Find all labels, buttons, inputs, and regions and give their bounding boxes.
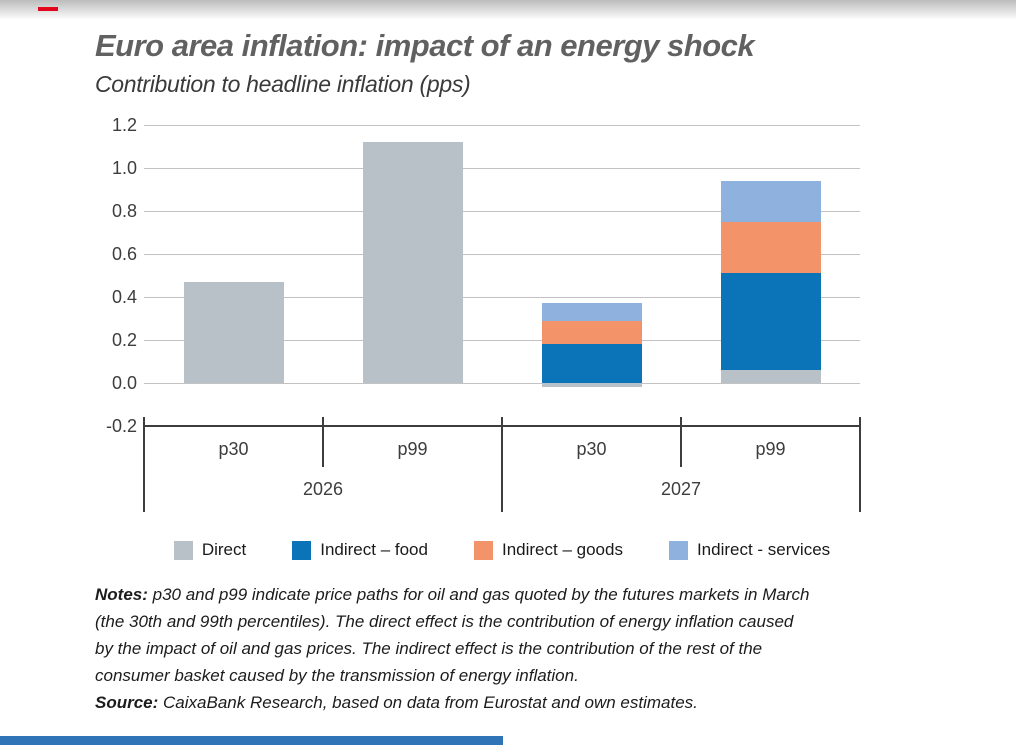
- bar-segment: [720, 370, 821, 383]
- gridline: [144, 253, 860, 255]
- y-axis-tick-label: 0.8: [111, 201, 137, 221]
- x-axis-group-label: 2026: [302, 479, 344, 499]
- red-accent-dash: [38, 7, 58, 11]
- source-label: Source:: [95, 693, 159, 712]
- x-axis-minor-tick: [680, 417, 682, 467]
- chart-subtitle: Contribution to headline inflation (pps): [95, 71, 471, 97]
- legend-item: Direct: [173, 540, 247, 560]
- gridline: [144, 124, 860, 126]
- bar-segment: [720, 180, 821, 222]
- bar-segment: [720, 221, 821, 274]
- y-axis-tick-label: 0.2: [111, 330, 137, 350]
- legend-item: Indirect - services: [668, 540, 831, 560]
- x-axis-major-tick: [501, 417, 503, 512]
- source-line: Source: CaixaBank Research, based on dat…: [95, 689, 925, 716]
- notes-line: (the 30th and 99th percentiles). The dir…: [95, 612, 794, 631]
- gridline: [144, 382, 860, 384]
- legend-item: Indirect – goods: [473, 540, 623, 560]
- x-axis-group-label: 2027: [660, 479, 702, 499]
- y-axis-tick-label: 0.4: [111, 287, 137, 307]
- y-axis-tick-label: 0.0: [111, 373, 137, 393]
- bar-segment: [541, 303, 642, 321]
- x-axis-major-tick: [859, 417, 861, 512]
- x-axis-category-label: p30: [218, 439, 249, 459]
- x-axis-major-tick: [143, 417, 145, 512]
- y-axis-tick-label: 1.2: [111, 115, 137, 135]
- bar-segment: [183, 281, 284, 383]
- source-text: CaixaBank Research, based on data from E…: [163, 693, 698, 712]
- legend-swatch-icon: [668, 540, 688, 560]
- bar-segment: [541, 320, 642, 345]
- chart-plot-area: 1.2 1.0 0.8 0.6 0.4 0.2 0.0 -0.2 p30 p99 p30 p99 202…: [0, 116, 1016, 525]
- bar-segment: [541, 344, 642, 383]
- footer-blue-band: [0, 736, 503, 745]
- y-axis-tick-label: 0.6: [111, 244, 137, 264]
- notes-label: Notes:: [95, 585, 148, 604]
- bar-segment: [541, 383, 642, 388]
- chart-notes: Notes: p30 and p99 indicate price paths …: [95, 581, 925, 716]
- notes-line: Notes: p30 and p99 indicate price paths …: [95, 581, 925, 608]
- legend-label: Direct: [201, 540, 247, 559]
- x-axis-category-label: p99: [755, 439, 786, 459]
- legend-swatch-icon: [292, 540, 312, 560]
- bar-segment: [720, 273, 821, 371]
- legend-swatch-icon: [473, 540, 493, 560]
- notes-line: consumer basket caused by the transmissi…: [95, 666, 579, 685]
- notes-text: p30 and p99 indicate price paths for oil…: [152, 585, 810, 604]
- gridline: [144, 296, 860, 298]
- legend-label: Indirect - services: [696, 540, 831, 559]
- legend-label: Indirect – food: [320, 540, 428, 559]
- gridline: [144, 210, 860, 212]
- top-page-shadow: [0, 0, 1016, 20]
- x-axis-category-label: p99: [397, 439, 428, 459]
- gridline: [144, 339, 860, 341]
- legend-item: Indirect – food: [292, 540, 428, 560]
- chart-legend: Direct Indirect – food Indirect – goods Ind…: [144, 540, 860, 560]
- gridline: [144, 167, 860, 169]
- y-axis-tick-label: -0.2: [105, 416, 137, 436]
- x-axis-minor-tick: [322, 417, 324, 467]
- legend-swatch-icon: [173, 540, 193, 560]
- chart-title: Euro area inflation: impact of an energy…: [95, 28, 755, 63]
- y-axis-tick-label: 1.0: [111, 158, 137, 178]
- notes-line: by the impact of oil and gas prices. The…: [95, 639, 763, 658]
- bar-segment: [362, 142, 463, 383]
- legend-label: Indirect – goods: [501, 540, 623, 559]
- x-axis-category-label: p30: [576, 439, 607, 459]
